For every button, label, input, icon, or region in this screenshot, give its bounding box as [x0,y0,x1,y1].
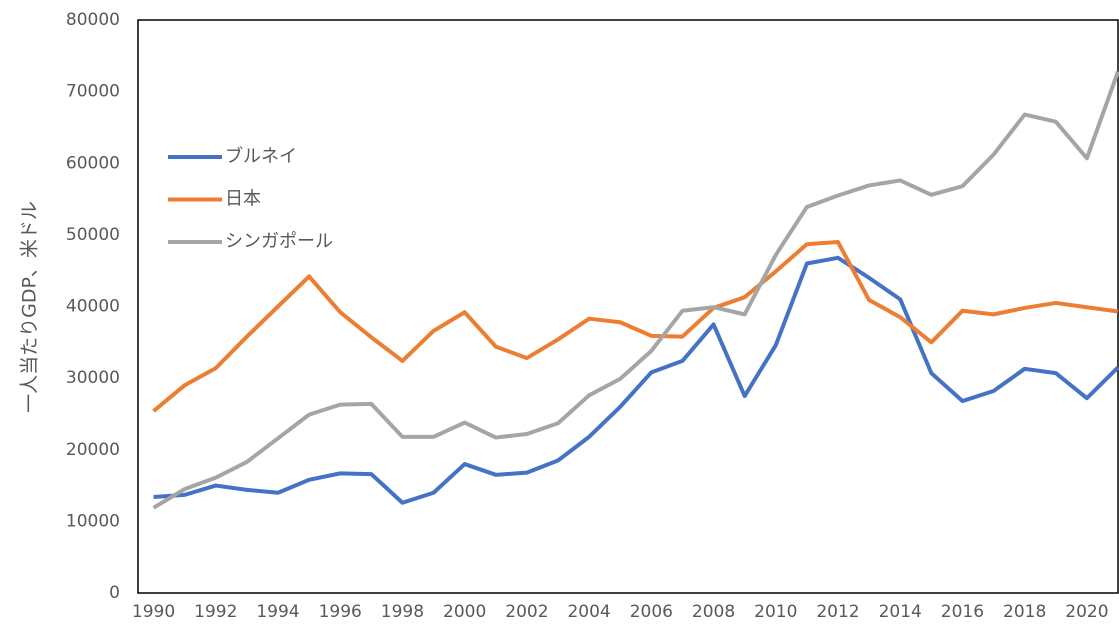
legend-label: シンガポール [225,231,333,252]
x-tick-label: 2000 [443,602,486,622]
legend-label: ブルネイ [225,145,297,167]
x-tick-label: 1998 [381,602,424,622]
series-line [152,70,1119,510]
plot-frame [137,19,1119,594]
y-tick-label: 20000 [66,440,120,460]
y-axis-label: 一人当たりGDP、米ドル [19,201,41,413]
y-tick-label: 40000 [66,297,120,317]
legend-label: 日本 [225,189,261,210]
y-tick-label: 10000 [66,511,120,531]
y-tick-label: 30000 [66,368,120,388]
y-tick-label: 60000 [66,153,120,173]
x-tick-label: 1994 [256,602,299,622]
x-tick-label: 1996 [319,602,362,622]
y-tick-label: 70000 [66,82,120,102]
x-tick-label: 2020 [1065,602,1108,622]
x-tick-label: 2018 [1003,602,1046,622]
x-tick-label: 1992 [194,602,237,622]
series-line [153,255,1119,505]
y-tick-label: 0 [109,583,120,603]
series-line [152,240,1119,413]
x-tick-label: 2004 [567,602,610,622]
y-tick-label: 50000 [66,225,120,245]
x-tick-label: 2016 [941,602,984,622]
x-tick-label: 2002 [505,602,548,622]
x-tick-label: 2006 [630,602,673,622]
x-tick-label: 2008 [692,602,735,622]
x-tick-label: 2012 [816,602,859,622]
y-tick-label: 80000 [66,10,120,30]
x-tick-label: 2014 [879,602,922,622]
x-tick-label: 2010 [754,602,797,622]
x-tick-label: 1990 [132,602,175,622]
